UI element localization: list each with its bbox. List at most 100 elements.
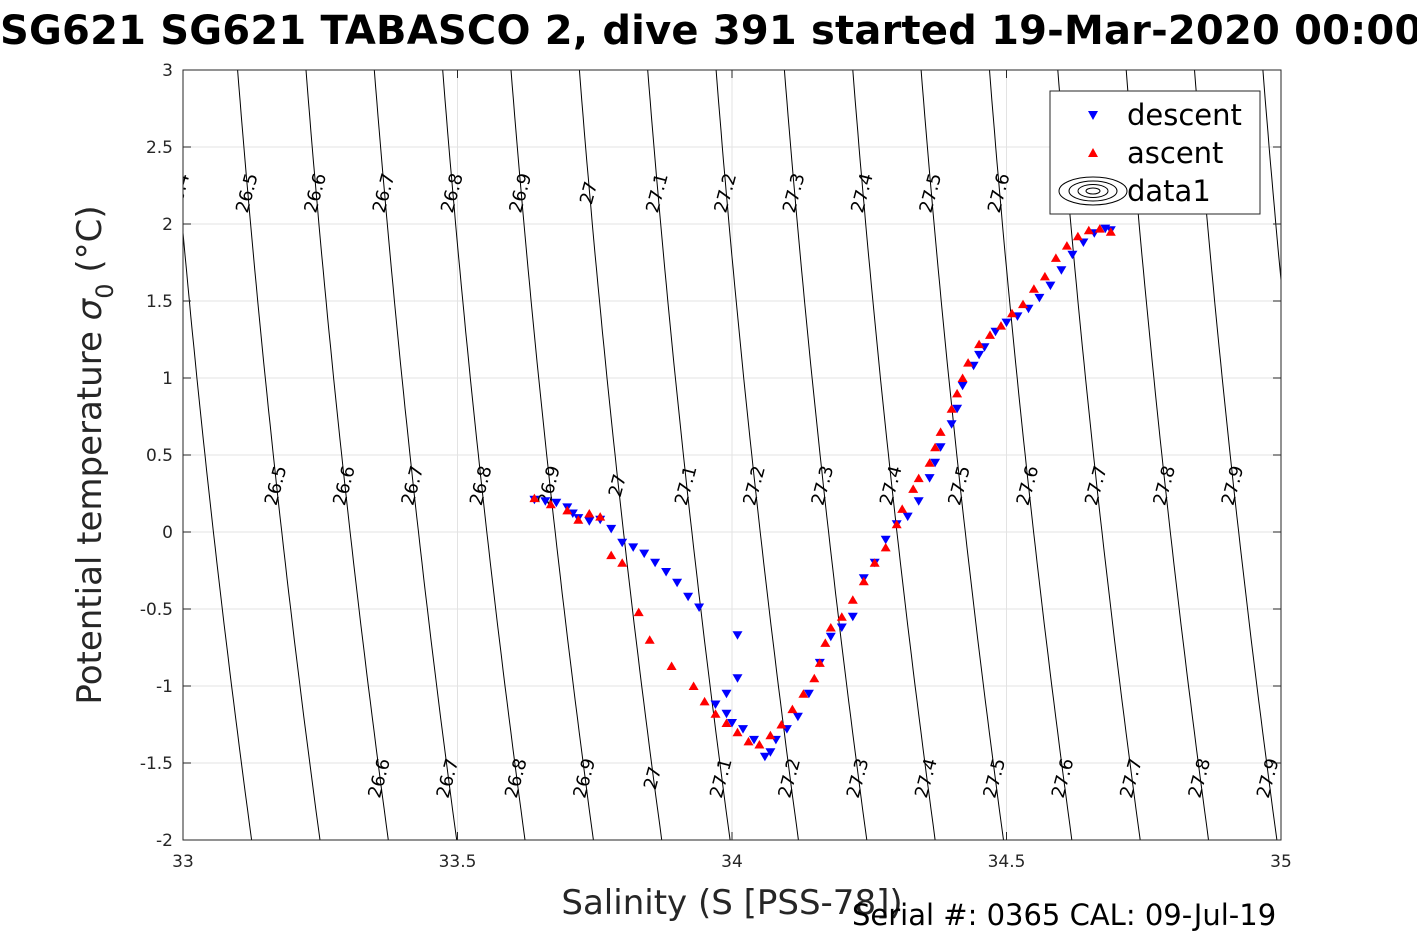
ascent-marker xyxy=(1072,231,1083,241)
ascent-marker xyxy=(869,558,880,567)
ascent-marker xyxy=(1050,253,1061,262)
y-tick-label: 2.5 xyxy=(146,138,173,158)
y-axis-label-unit: (°C) xyxy=(70,205,110,283)
descent-marker xyxy=(551,498,562,508)
descent-marker xyxy=(836,623,847,632)
ascent-marker xyxy=(1083,225,1094,235)
ascent-marker xyxy=(617,558,628,567)
legend-entry-ascent: ascent xyxy=(1127,136,1223,170)
descent-marker xyxy=(803,689,814,699)
y-tick-label: -2 xyxy=(156,831,173,851)
ascent-marker xyxy=(754,740,765,749)
descent-marker xyxy=(661,568,672,577)
descent-marker xyxy=(974,350,985,360)
descent-marker xyxy=(738,725,748,734)
y-tick-label: 0 xyxy=(162,523,173,543)
y-tick-label: 3 xyxy=(162,61,173,81)
ascent-marker xyxy=(776,720,787,729)
ascent-marker xyxy=(952,388,963,398)
isopycnal-line xyxy=(920,70,1004,840)
ascent-marker xyxy=(880,542,891,552)
ascent-marker xyxy=(963,358,974,367)
descent-marker xyxy=(732,674,743,683)
isopycnal-label: 28 xyxy=(1288,472,1314,500)
ascent-marker xyxy=(573,515,584,524)
ascent-marker xyxy=(688,681,699,690)
x-axis-label: Salinity (S [PSS-78]) xyxy=(561,883,902,923)
ascent-marker xyxy=(1039,271,1050,281)
ascent-marker xyxy=(1007,308,1017,318)
ascent-marker xyxy=(957,373,968,382)
ascent-marker xyxy=(584,509,595,518)
ascent-marker xyxy=(985,330,995,339)
ascent-marker xyxy=(825,623,836,632)
descent-marker xyxy=(1078,238,1089,247)
ascent-marker xyxy=(924,458,935,467)
descent-marker xyxy=(952,404,963,414)
descent-marker xyxy=(792,712,803,722)
isopycnal-line xyxy=(715,70,799,840)
descent-marker xyxy=(694,603,705,612)
legend-contour-icon xyxy=(1085,187,1101,195)
ascent-marker xyxy=(858,576,869,586)
descent-marker xyxy=(1067,250,1078,260)
descent-marker xyxy=(710,700,721,709)
legend-descent-marker xyxy=(1088,111,1098,120)
descent-marker xyxy=(957,381,968,391)
y-tick-label: -1.5 xyxy=(140,754,173,774)
ascent-marker xyxy=(1028,284,1039,293)
descent-marker xyxy=(1001,318,1012,328)
descent-marker xyxy=(1034,293,1045,303)
ascent-marker xyxy=(666,661,677,670)
x-tick-label: 34 xyxy=(721,852,743,872)
legend-contour-icon xyxy=(1058,176,1128,206)
isopycnal-line xyxy=(1331,70,1413,840)
isopycnal-label: 28 xyxy=(1323,764,1349,792)
ascent-marker xyxy=(908,484,919,493)
y-tick-label: 1 xyxy=(162,369,173,389)
isopycnal-line xyxy=(237,70,321,840)
x-tick-label: 34.5 xyxy=(988,852,1026,872)
descent-marker xyxy=(650,558,661,568)
isopycnal-line xyxy=(852,70,936,840)
descent-marker xyxy=(935,443,946,452)
legend-contour-icon xyxy=(1068,180,1118,202)
isopycnal-label: 26.4 xyxy=(164,171,195,215)
isopycnal-label: 28.1 xyxy=(1390,756,1417,800)
legend-contour-icon xyxy=(1077,184,1109,198)
y-tick-label: 2 xyxy=(162,215,173,235)
x-tick-label: 33.5 xyxy=(439,852,477,872)
descent-marker xyxy=(1056,266,1067,275)
descent-marker xyxy=(946,420,957,429)
isopycnal-line xyxy=(305,70,389,840)
legend-ascent-marker xyxy=(1088,148,1098,157)
legend-entry-data1: data1 xyxy=(1127,174,1211,208)
ascent-marker xyxy=(836,612,847,621)
descent-marker xyxy=(924,474,935,483)
legend-box xyxy=(1049,90,1261,215)
serial-cal-footer: Serial #: 0365 CAL: 09-Jul-19 xyxy=(852,898,1277,932)
ascent-marker xyxy=(897,504,908,513)
isopycnal-line xyxy=(183,227,253,840)
ascent-marker xyxy=(732,727,743,737)
descent-marker xyxy=(721,709,732,719)
descent-marker xyxy=(606,524,617,534)
legend-entry-descent: descent xyxy=(1127,98,1242,132)
ascent-marker xyxy=(809,673,820,683)
isopycnal-line xyxy=(578,70,663,840)
ascent-marker xyxy=(891,519,902,529)
ascent-marker xyxy=(974,339,985,349)
descent-marker xyxy=(732,631,743,640)
ascent-marker xyxy=(847,595,858,604)
isopycnal-line xyxy=(989,70,1073,840)
descent-marker xyxy=(639,549,650,559)
ascent-marker xyxy=(946,404,957,413)
x-tick-label: 35 xyxy=(1270,852,1292,872)
ascent-marker xyxy=(562,505,573,515)
descent-marker xyxy=(765,748,776,757)
descent-marker xyxy=(617,538,628,548)
ascent-marker xyxy=(710,709,721,718)
ascent-marker xyxy=(1094,224,1105,233)
descent-marker xyxy=(749,735,759,745)
